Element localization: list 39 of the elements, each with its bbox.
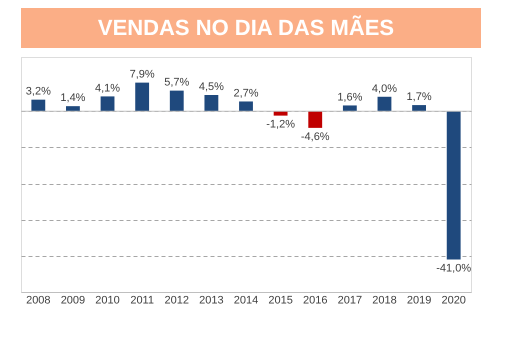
data-label: 5,7% bbox=[164, 76, 190, 89]
bar bbox=[412, 105, 426, 112]
bar bbox=[446, 111, 461, 260]
chart-title: VENDAS NO DIA DAS MÃES bbox=[98, 15, 394, 40]
data-label: 3,2% bbox=[26, 86, 52, 98]
x-tick-label: 2020 bbox=[441, 294, 466, 306]
bar bbox=[239, 101, 253, 112]
bar bbox=[308, 111, 322, 128]
bar bbox=[170, 90, 184, 112]
bar bbox=[204, 94, 218, 112]
x-tick-label: 2010 bbox=[95, 294, 120, 306]
x-tick-label: 2017 bbox=[338, 294, 362, 306]
x-tick-label: 2011 bbox=[130, 294, 154, 306]
x-tick-label: 2015 bbox=[268, 294, 293, 306]
x-tick-label: 2012 bbox=[164, 294, 190, 306]
bar bbox=[378, 96, 392, 112]
data-label: 1,7% bbox=[406, 91, 432, 104]
bar bbox=[100, 96, 114, 112]
bar bbox=[31, 100, 46, 112]
data-label: -41,0% bbox=[436, 262, 472, 274]
data-label: 4,0% bbox=[372, 82, 398, 95]
data-label: -4,6% bbox=[300, 130, 330, 143]
data-label: 1,4% bbox=[60, 92, 86, 104]
x-tick-label: 2009 bbox=[60, 294, 86, 306]
bar bbox=[135, 82, 150, 112]
data-label: 2,7% bbox=[233, 87, 259, 100]
data-label: -1,2% bbox=[266, 118, 296, 131]
data-label: 4,1% bbox=[95, 82, 120, 94]
x-tick-label: 2016 bbox=[302, 294, 328, 306]
data-label: 1,6% bbox=[337, 91, 363, 104]
x-tick-label: 2018 bbox=[372, 294, 397, 306]
x-tick-label: 2019 bbox=[406, 294, 432, 306]
x-tick-label: 2014 bbox=[234, 294, 258, 306]
data-label: 7,9% bbox=[130, 68, 155, 81]
bar bbox=[66, 106, 80, 112]
x-tick-label: 2008 bbox=[26, 294, 51, 306]
bar bbox=[274, 111, 288, 116]
x-tick-label: 2013 bbox=[199, 294, 224, 306]
data-label: 4,5% bbox=[198, 80, 224, 93]
